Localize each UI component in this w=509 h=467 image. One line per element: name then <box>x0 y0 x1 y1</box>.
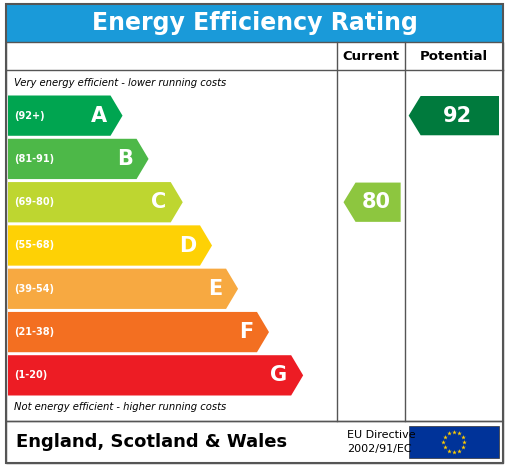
Polygon shape <box>8 182 183 222</box>
Text: England, Scotland & Wales: England, Scotland & Wales <box>16 433 287 451</box>
Text: Current: Current <box>343 50 400 63</box>
Text: 92: 92 <box>443 106 472 126</box>
Text: Very energy efficient - lower running costs: Very energy efficient - lower running co… <box>14 78 226 88</box>
Polygon shape <box>409 96 499 135</box>
Text: (39-54): (39-54) <box>14 284 54 294</box>
Text: D: D <box>179 235 196 255</box>
Text: A: A <box>91 106 106 126</box>
Text: (81-91): (81-91) <box>14 154 54 164</box>
Text: (1-20): (1-20) <box>14 370 47 380</box>
Polygon shape <box>8 312 269 352</box>
Text: Potential: Potential <box>420 50 488 63</box>
Text: Energy Efficiency Rating: Energy Efficiency Rating <box>92 11 417 35</box>
Polygon shape <box>8 355 303 396</box>
Bar <box>409 425 499 459</box>
Text: B: B <box>117 149 132 169</box>
Text: Not energy efficient - higher running costs: Not energy efficient - higher running co… <box>14 402 226 412</box>
Text: C: C <box>152 192 167 212</box>
Text: (55-68): (55-68) <box>14 241 54 250</box>
Text: (92+): (92+) <box>14 111 45 120</box>
Text: E: E <box>208 279 222 299</box>
Polygon shape <box>8 139 149 179</box>
Text: (69-80): (69-80) <box>14 197 54 207</box>
Text: F: F <box>239 322 253 342</box>
Text: (21-38): (21-38) <box>14 327 54 337</box>
Polygon shape <box>8 226 212 266</box>
Bar <box>6 42 503 421</box>
Bar <box>6 42 503 421</box>
Text: 2002/91/EC: 2002/91/EC <box>348 444 412 454</box>
Polygon shape <box>8 269 238 309</box>
Bar <box>6 4 503 42</box>
Text: 80: 80 <box>361 192 390 212</box>
Text: EU Directive: EU Directive <box>348 430 416 440</box>
Text: G: G <box>270 365 287 385</box>
Polygon shape <box>8 95 123 136</box>
Polygon shape <box>344 183 401 222</box>
Bar <box>6 421 503 463</box>
